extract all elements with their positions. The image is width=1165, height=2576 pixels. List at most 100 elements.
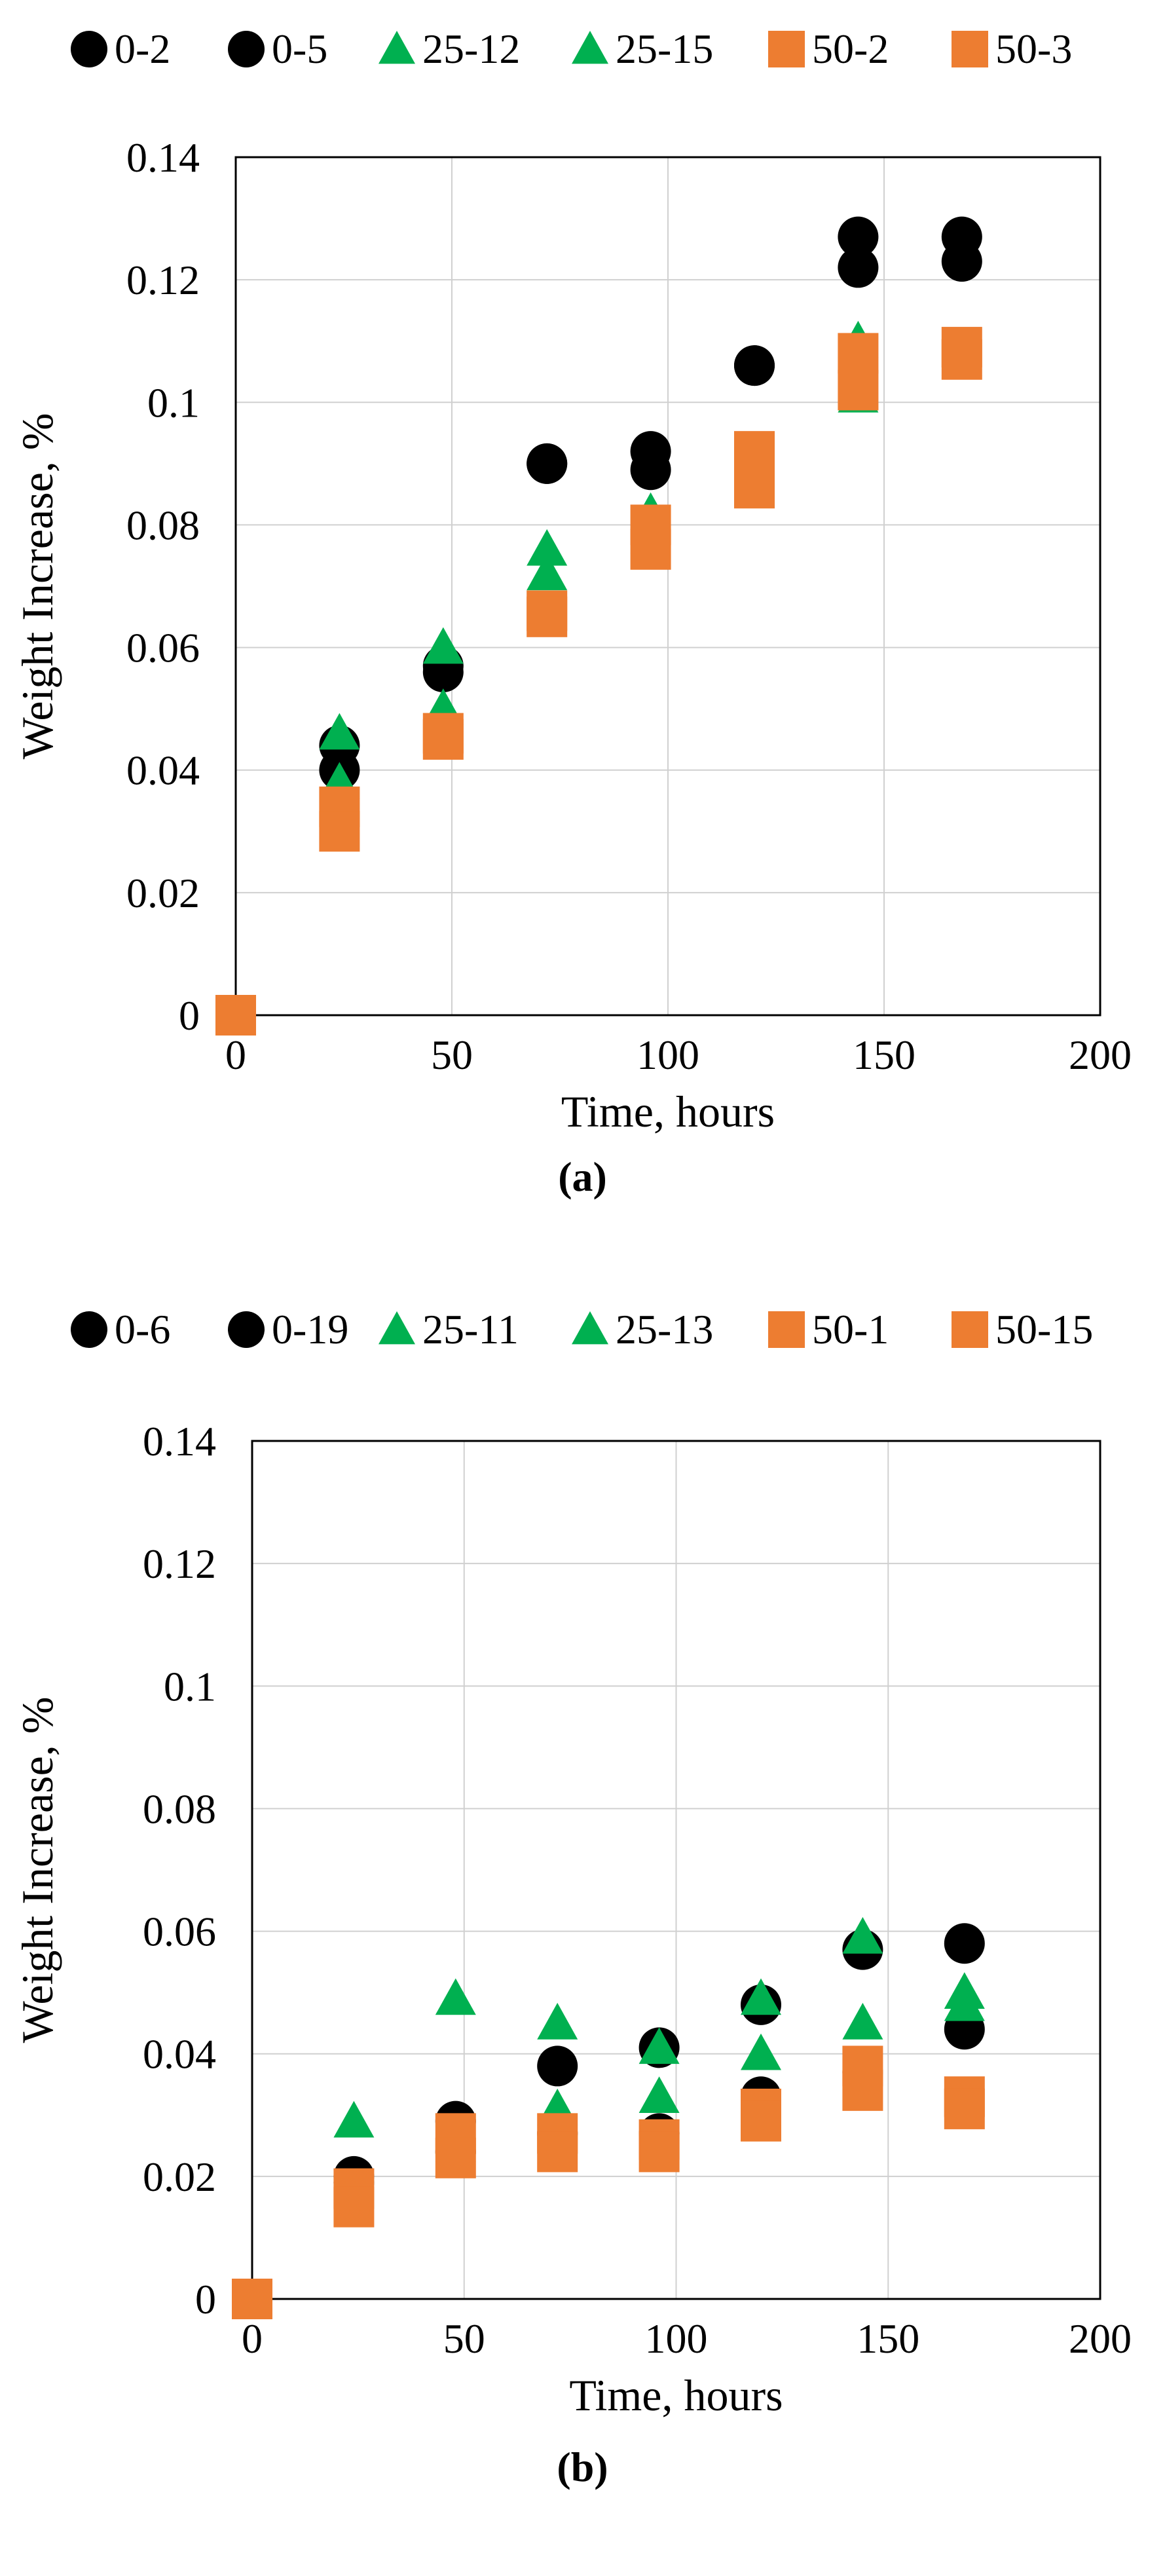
y-tick-label: 0.02 — [143, 2154, 216, 2200]
data-point-25-11 — [333, 2100, 375, 2138]
legend-item-25-15: 25-15 — [570, 13, 713, 85]
y-axis-title: Weight Increase, % — [12, 413, 62, 760]
y-tick-label: 0.1 — [147, 379, 200, 426]
legend-label: 0-19 — [272, 1306, 349, 1353]
data-point-0-6 — [537, 2045, 578, 2087]
legend-item-0-2: 0-2 — [69, 13, 170, 85]
data-point-25-12 — [527, 529, 568, 566]
triangle-marker-icon — [379, 31, 415, 64]
data-point-50-3 — [527, 596, 568, 637]
data-point-50-3 — [838, 369, 879, 411]
data-point-50-15 — [944, 2088, 985, 2129]
data-point-50-3 — [734, 468, 775, 509]
data-point-50-15 — [537, 2131, 578, 2173]
x-tick-label: 150 — [853, 1032, 915, 1078]
square-marker-icon — [952, 31, 988, 67]
legend-item-50-2: 50-2 — [766, 13, 889, 85]
square-marker-icon — [768, 1311, 805, 1348]
data-point-25-13 — [741, 2033, 781, 2070]
x-tick-label: 0 — [225, 1032, 246, 1078]
x-tick-label: 0 — [242, 2315, 263, 2362]
triangle-marker-icon — [572, 31, 608, 64]
legend-label: 25-11 — [422, 1306, 519, 1353]
caption-chart-b: (b) — [557, 2444, 608, 2490]
data-point-25-13 — [638, 2076, 680, 2114]
data-point-0-5 — [941, 216, 982, 257]
y-tick-label: 0.04 — [143, 2031, 216, 2078]
x-tick-label: 50 — [443, 2315, 485, 2362]
legend-label: 25-12 — [422, 26, 521, 72]
y-tick-label: 0.08 — [143, 1785, 216, 1832]
legend-item-0-5: 0-5 — [226, 13, 327, 85]
circle-marker-icon — [228, 1311, 265, 1348]
chart-a: 0 0.02 0.04 0.06 0.08 0.1 0.12 0.14 0 50 100 150 200… — [12, 134, 1132, 1136]
data-point-50-15 — [638, 2131, 680, 2173]
data-point-50-2 — [838, 333, 879, 374]
chart-b: 0 0.02 0.04 0.06 0.08 0.1 0.12 0.14 0 50 100 150 200… — [12, 1418, 1132, 2420]
legend-label: 0-2 — [115, 26, 171, 72]
x-axis-title: Time, hours — [569, 2370, 783, 2420]
x-tick-label: 100 — [637, 1032, 699, 1078]
data-point-50-3 — [422, 719, 464, 760]
legend-item-25-12: 25-12 — [377, 13, 520, 85]
data-point-25-11 — [842, 1916, 883, 1954]
legend-chart-b: 0-6 0-19 25-11 25-13 50-1 50-15 — [0, 1294, 1165, 1366]
legend-item-50-3: 50-3 — [950, 13, 1072, 85]
legend-item-25-13: 25-13 — [570, 1294, 713, 1366]
y-tick-label: 0 — [179, 992, 200, 1039]
legend-item-50-1: 50-1 — [766, 1294, 889, 1366]
triangle-marker-icon — [379, 1311, 415, 1345]
y-tick-label: 0.02 — [126, 870, 200, 916]
data-point-0-5 — [527, 443, 568, 484]
data-point-50-3 — [215, 995, 256, 1036]
y-tick-label: 0.06 — [126, 625, 200, 671]
data-point-50-15 — [741, 2100, 781, 2142]
data-point-0-5 — [630, 431, 671, 472]
data-point-50-15 — [435, 2137, 476, 2178]
data-point-25-11 — [741, 1978, 781, 2015]
legend-label: 50-2 — [812, 26, 889, 72]
y-tick-label: 0.04 — [126, 747, 200, 794]
plot-area-frame — [234, 156, 1101, 1017]
square-marker-icon — [952, 1311, 988, 1348]
legend-label: 50-1 — [812, 1306, 889, 1353]
circle-marker-icon — [228, 31, 265, 67]
caption-chart-a: (a) — [558, 1153, 607, 1200]
data-point-25-11 — [638, 2027, 680, 2064]
data-point-25-13 — [842, 2002, 883, 2040]
data-point-0-5 — [734, 345, 775, 386]
y-tick-label: 0 — [195, 2276, 216, 2323]
y-tick-label: 0.14 — [143, 1418, 216, 1465]
data-point-25-13 — [944, 1984, 985, 2021]
y-tick-label: 0.06 — [143, 1909, 216, 1955]
legend-label: 0-5 — [272, 26, 328, 72]
data-point-50-3 — [319, 811, 360, 852]
y-axis-title: Weight Increase, % — [12, 1697, 62, 2044]
legend-label: 25-15 — [616, 26, 714, 72]
legend-label: 50-3 — [995, 26, 1073, 72]
x-tick-label: 200 — [1069, 1032, 1132, 1078]
data-point-50-2 — [734, 431, 775, 472]
data-point-50-15 — [333, 2186, 375, 2228]
data-point-25-15 — [527, 553, 568, 591]
legend-label: 50-15 — [995, 1306, 1094, 1353]
x-tick-label: 50 — [431, 1032, 473, 1078]
circle-marker-icon — [71, 31, 107, 67]
legend-chart-a: 0-2 0-5 25-12 25-15 50-2 50-3 — [0, 13, 1165, 85]
circle-marker-icon — [71, 1311, 107, 1348]
data-point-50-3 — [630, 529, 671, 570]
y-tick-label: 0.1 — [164, 1663, 216, 1709]
y-tick-label: 0.12 — [126, 257, 200, 303]
data-point-0-6 — [944, 1923, 985, 1964]
y-tick-label: 0.14 — [126, 134, 200, 181]
data-point-0-2 — [838, 247, 879, 288]
data-point-25-11 — [537, 2002, 578, 2040]
data-point-25-11 — [435, 1978, 476, 2015]
data-point-50-3 — [941, 339, 982, 380]
plot-area-frame — [251, 1440, 1101, 2300]
x-tick-label: 200 — [1069, 2315, 1132, 2362]
legend-item-0-6: 0-6 — [69, 1294, 170, 1366]
legend-item-25-11: 25-11 — [377, 1294, 519, 1366]
legend-label: 25-13 — [616, 1306, 714, 1353]
legend-item-0-19: 0-19 — [226, 1294, 348, 1366]
